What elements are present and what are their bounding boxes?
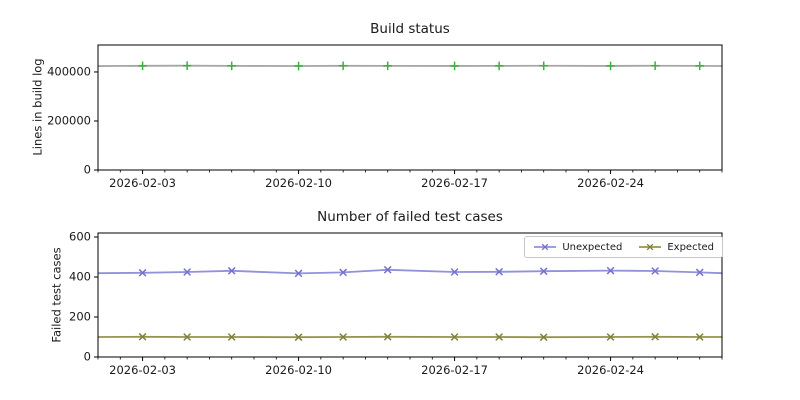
x-tick-label: 2026-02-10 — [265, 363, 332, 377]
series-markers-lines-in-build-log — [138, 61, 705, 71]
legend: Unexpected Expected — [524, 236, 723, 258]
axes-top: 2026-02-03 2026-02-10 2026-02-17 2026-02-24… — [47, 44, 723, 190]
x-tick-label: 2026-02-24 — [577, 363, 644, 377]
legend-item-expected: Expected — [638, 242, 714, 253]
x-tick-label: 2026-02-17 — [421, 363, 488, 377]
chart-title-failed-test-cases: Number of failed test cases — [317, 209, 503, 225]
y-tick-label: 400 — [69, 270, 91, 284]
x-tick-label: 2026-02-17 — [421, 176, 488, 190]
legend-label: Expected — [667, 241, 714, 253]
x-tick-label: 2026-02-10 — [265, 176, 332, 190]
y-tick-label: 0 — [84, 163, 91, 177]
y-tick-label: 200000 — [47, 113, 91, 127]
y-tick-label: 0 — [84, 350, 91, 364]
x-tick-label: 2026-02-03 — [109, 363, 176, 377]
legend-sample-marker — [542, 243, 549, 251]
series-line-unexpected — [97, 268, 723, 275]
x-tick-label: 2026-02-03 — [109, 176, 176, 190]
chart-title-build-status: Build status — [370, 21, 450, 37]
series-markers-unexpected — [138, 265, 704, 278]
y-tick-label: 200 — [69, 310, 91, 324]
series-markers-expected — [138, 332, 704, 342]
legend-line-sample — [639, 243, 662, 251]
y-axis-label-top: Lines in build log — [30, 58, 45, 156]
legend-item-unexpected: Unexpected — [533, 242, 622, 253]
axes-spines — [97, 232, 723, 358]
legend-sample-marker — [647, 243, 654, 251]
y-tick-label: 400000 — [47, 64, 91, 78]
axes-spines — [97, 44, 723, 171]
axes-bottom: 2026-02-03 2026-02-10 2026-02-17 2026-02-24… — [69, 230, 723, 377]
y-axis-label-bottom: Failed test cases — [49, 247, 64, 343]
legend-line-sample — [534, 243, 557, 251]
legend-label: Unexpected — [562, 241, 623, 253]
x-tick-label: 2026-02-24 — [577, 176, 644, 190]
y-tick-label: 600 — [69, 230, 91, 244]
